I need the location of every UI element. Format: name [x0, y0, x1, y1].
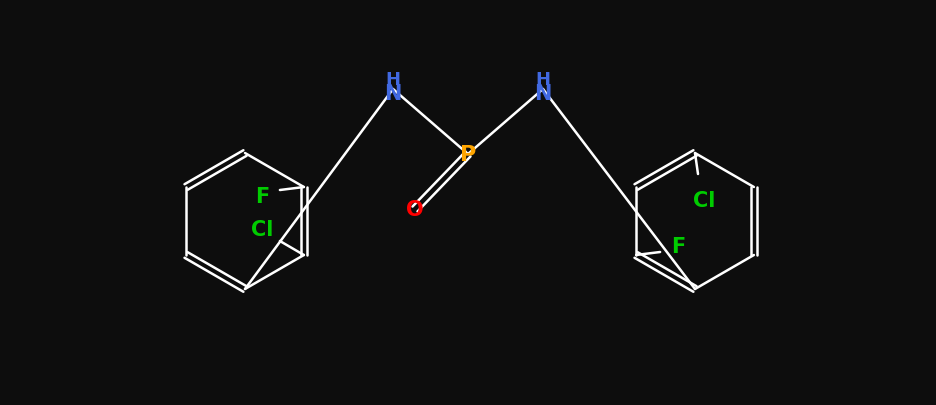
- Text: H: H: [535, 71, 550, 89]
- Text: F: F: [670, 237, 684, 256]
- Text: N: N: [534, 84, 551, 104]
- Text: Cl: Cl: [251, 220, 272, 239]
- Text: Cl: Cl: [692, 190, 714, 211]
- Text: O: O: [405, 200, 423, 220]
- Text: N: N: [384, 84, 402, 104]
- Text: F: F: [255, 187, 269, 207]
- Text: P: P: [460, 145, 475, 164]
- Text: H: H: [385, 71, 400, 89]
